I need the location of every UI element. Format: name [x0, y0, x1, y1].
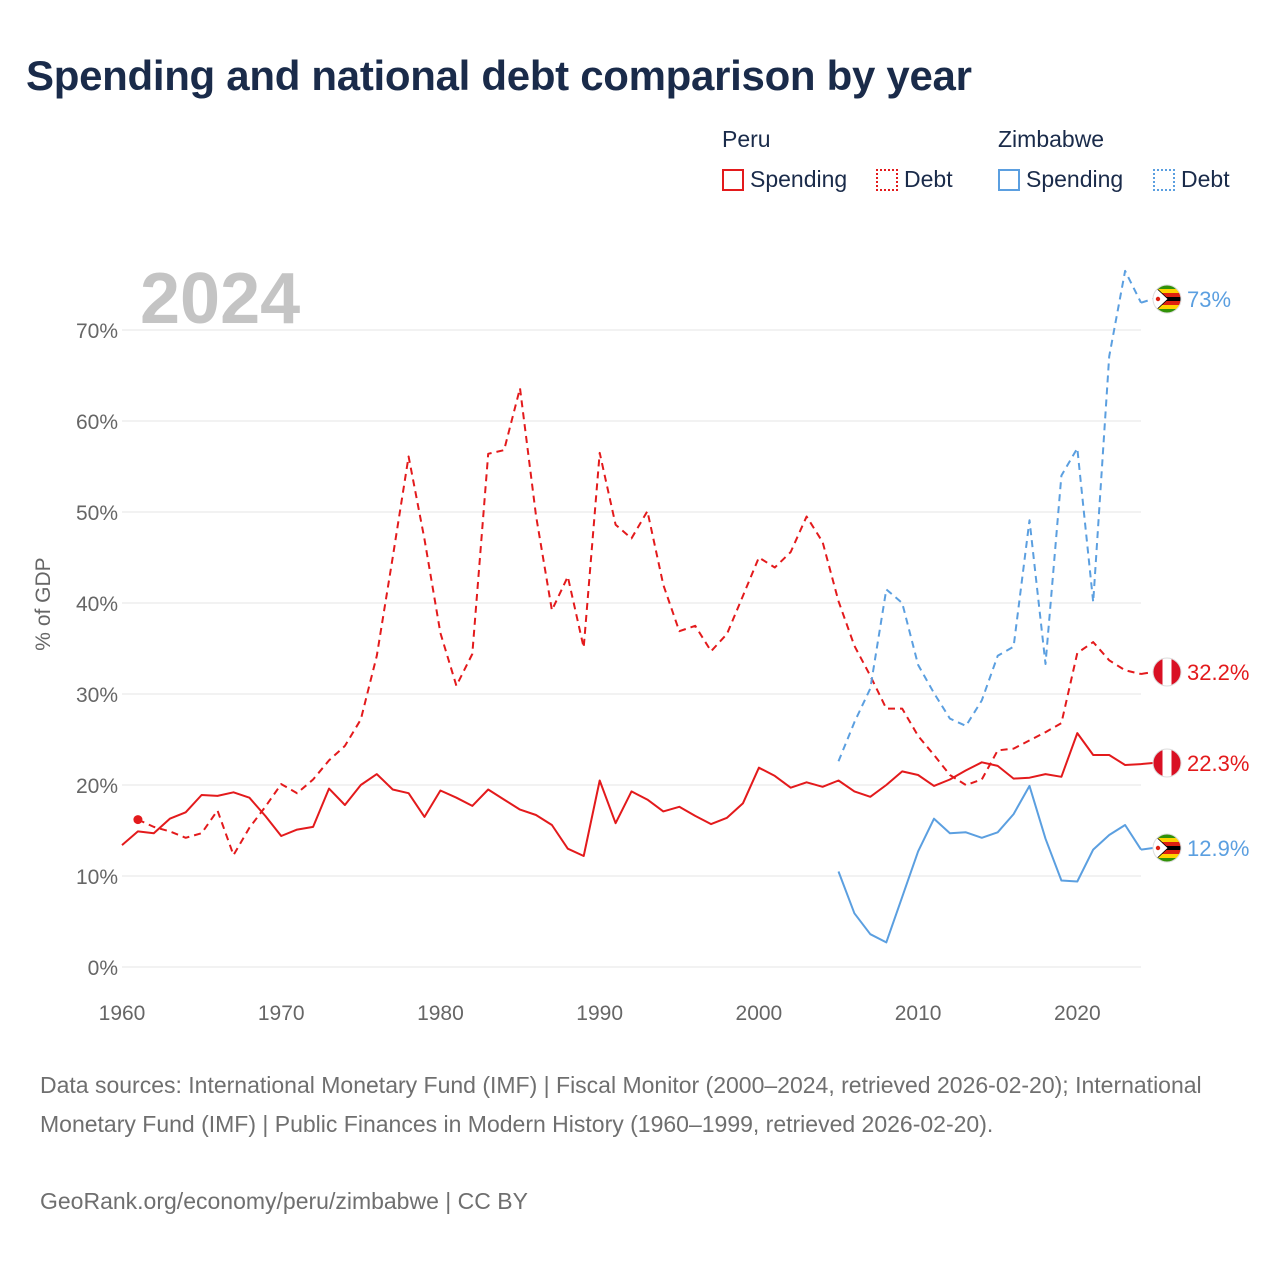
data-sources-note: Data sources: International Monetary Fun… [40, 1072, 1202, 1137]
series-line-zimbabwe-spending[interactable] [837, 784, 1142, 944]
chart-title: Spending and national debt comparison by… [26, 52, 972, 99]
legend-label: Spending [750, 166, 848, 192]
legend-group-zimbabwe: Zimbabwe [998, 126, 1105, 152]
dotted-swatch-icon [1153, 168, 1175, 191]
end-value-label: 12.9% [1187, 836, 1249, 861]
x-tick-label: 1970 [258, 1002, 305, 1025]
end-value-label: 22.3% [1187, 751, 1249, 776]
y-tick-label: 60% [76, 411, 118, 434]
end-label-connector [1140, 847, 1154, 851]
legend-item-peru-debt[interactable]: Debt [876, 166, 953, 193]
end-label-connector [1140, 298, 1154, 304]
x-tick-label: 1980 [417, 1002, 464, 1025]
legend-item-zimbabwe-spending[interactable]: Spending [998, 166, 1123, 193]
legend-label: Debt [1181, 166, 1230, 192]
solid-swatch-icon [722, 168, 744, 191]
y-tick-label: 70% [76, 320, 118, 343]
peru-flag-icon [1153, 749, 1181, 777]
end-value-label: 73% [1187, 287, 1231, 312]
legend-label: Spending [1026, 166, 1124, 192]
zimbabwe-flag-icon [1153, 834, 1181, 862]
end-label-connector [1140, 762, 1154, 766]
year-watermark: 2024 [140, 259, 301, 339]
series-line-zimbabwe-debt[interactable] [837, 269, 1142, 762]
dotted-swatch-icon [876, 168, 898, 191]
credit-link[interactable]: GeoRank.org/economy/peru/zimbabwe | CC B… [40, 1188, 528, 1214]
end-label-connector [1140, 671, 1154, 675]
end-value-label: 32.2% [1187, 660, 1249, 685]
peru-flag-icon [1153, 658, 1181, 686]
legend-label: Debt [904, 166, 953, 192]
legend-item-zimbabwe-debt[interactable]: Debt [1153, 166, 1230, 193]
x-tick-label: 1990 [576, 1002, 623, 1025]
x-tick-label: 2000 [736, 1002, 783, 1025]
x-tick-label: 2020 [1054, 1002, 1101, 1025]
zimbabwe-flag-icon [1153, 285, 1181, 313]
y-tick-label: 30% [76, 684, 118, 707]
solid-swatch-icon [998, 168, 1020, 191]
series-line-peru-debt[interactable] [137, 387, 1142, 857]
x-tick-label: 1960 [99, 1002, 146, 1025]
legend-item-peru-spending[interactable]: Spending [722, 166, 847, 193]
y-tick-label: 20% [76, 775, 118, 798]
legend-group-peru: Peru [722, 126, 771, 152]
y-tick-label: 50% [76, 502, 118, 525]
x-tick-label: 2010 [895, 1002, 942, 1025]
series-line-peru-spending[interactable] [121, 732, 1142, 857]
y-tick-label: 40% [76, 593, 118, 616]
y-tick-label: 0% [88, 957, 118, 980]
series-start-marker [133, 815, 143, 825]
y-tick-label: 10% [76, 866, 118, 889]
